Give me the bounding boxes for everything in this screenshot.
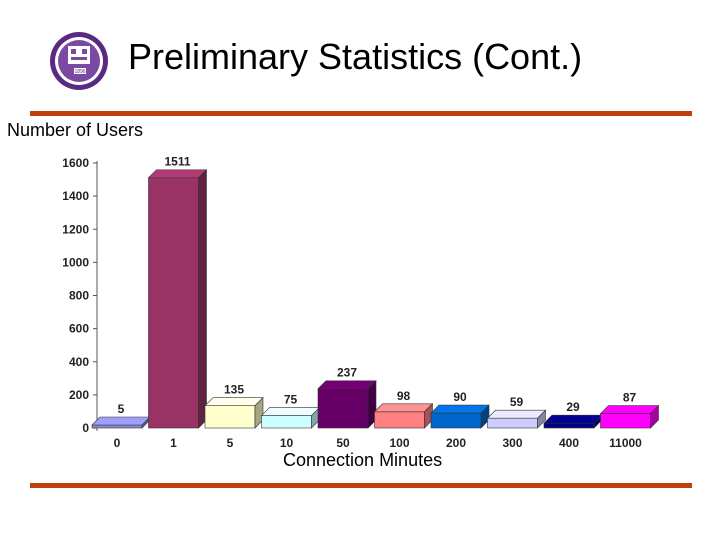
bar-100 xyxy=(374,411,425,429)
x-tick-label: 11000 xyxy=(609,436,642,450)
data-label: 135 xyxy=(224,383,244,397)
y-tick-label: 400 xyxy=(69,355,89,369)
y-tick-label: 1600 xyxy=(62,156,89,170)
y-tick-label: 1400 xyxy=(62,189,89,203)
bar-0 xyxy=(91,424,143,429)
x-axis-label: Connection Minutes xyxy=(283,450,443,470)
bar-top-100 xyxy=(373,403,434,413)
bar-top-11000 xyxy=(599,405,660,414)
bar-top-200 xyxy=(430,404,490,414)
bar-top-1 xyxy=(147,169,208,179)
bar-top-0 xyxy=(91,416,151,426)
y-tick-label: 200 xyxy=(69,388,89,402)
y-tick-label: 0 xyxy=(82,421,89,435)
y-tick-label: 800 xyxy=(69,289,89,303)
data-label: 237 xyxy=(337,366,357,380)
data-label: 90 xyxy=(453,390,467,404)
title-divider xyxy=(30,111,692,116)
y-tick-label: 1200 xyxy=(62,222,89,236)
data-label: 87 xyxy=(623,391,637,405)
data-label: 1511 xyxy=(164,155,190,169)
bar-50 xyxy=(317,388,369,429)
bar-top-5 xyxy=(204,397,264,406)
bar-top-300 xyxy=(486,409,547,419)
bar-300 xyxy=(487,417,538,429)
footer-divider xyxy=(30,483,692,488)
bar-top-400 xyxy=(543,414,603,424)
bar-10 xyxy=(261,415,312,429)
bar-top-50 xyxy=(317,380,377,390)
x-tick-label: 400 xyxy=(559,436,579,450)
bar-side-1 xyxy=(198,169,207,429)
x-tick-label: 300 xyxy=(502,436,522,450)
x-tick-label: 200 xyxy=(446,436,466,450)
bar-5 xyxy=(204,405,256,429)
data-label: 59 xyxy=(510,395,524,409)
x-tick-label: 1 xyxy=(170,436,177,450)
data-label: 75 xyxy=(284,393,298,407)
data-label: 5 xyxy=(118,402,125,416)
bar-top-10 xyxy=(260,407,321,416)
university-seal-icon: 1896 xyxy=(48,30,110,92)
x-tick-label: 10 xyxy=(280,436,294,450)
logo-year: 1896 xyxy=(74,69,85,75)
x-tick-label: 100 xyxy=(389,436,409,450)
y-tick-label: 600 xyxy=(69,322,89,336)
y-tick-label: 1000 xyxy=(62,255,89,269)
data-label: 98 xyxy=(397,389,411,403)
x-tick-label: 5 xyxy=(227,436,234,450)
x-tick-label: 50 xyxy=(336,436,350,450)
bar-11000 xyxy=(600,413,651,429)
bar-side-300 xyxy=(537,409,546,429)
page-title: Preliminary Statistics (Cont.) xyxy=(128,36,583,77)
y-axis-label: Number of Users xyxy=(7,120,144,140)
bar-400 xyxy=(543,422,595,429)
bar-side-11000 xyxy=(650,404,659,429)
x-tick-label: 0 xyxy=(114,436,121,450)
data-label: 29 xyxy=(566,400,580,414)
bar-1 xyxy=(148,177,199,429)
bar-200 xyxy=(430,412,482,429)
